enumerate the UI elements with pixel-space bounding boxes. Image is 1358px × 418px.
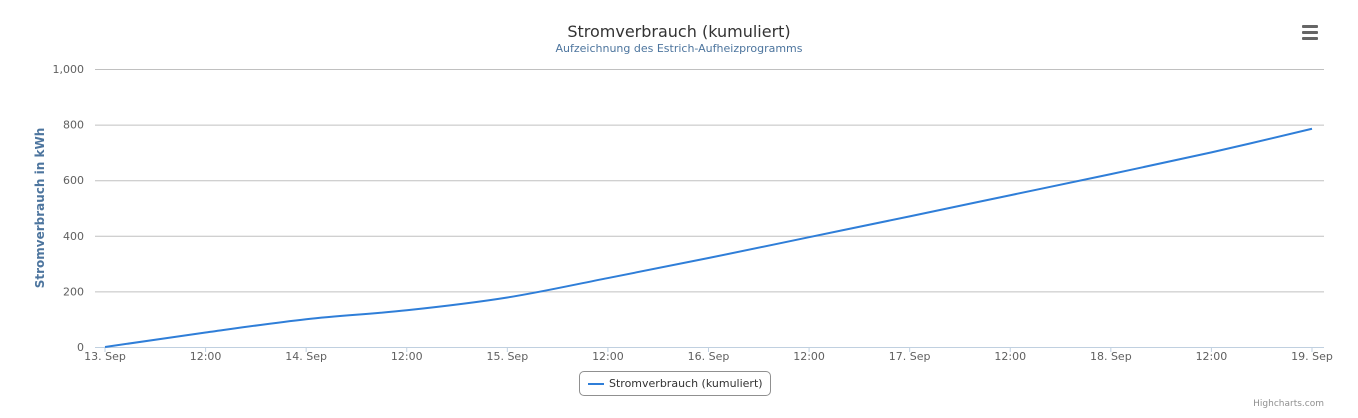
data-point[interactable] xyxy=(405,308,409,312)
x-tick-label: 12:00 xyxy=(793,350,825,363)
axes xyxy=(95,347,1324,352)
x-tick-label: 19. Sep xyxy=(1291,350,1333,363)
y-tick-label: 800 xyxy=(63,119,84,132)
series-layer xyxy=(103,127,1314,349)
data-point[interactable] xyxy=(505,296,509,300)
y-tick-label: 400 xyxy=(63,230,84,243)
series-line[interactable] xyxy=(104,127,1313,348)
data-point[interactable] xyxy=(1008,193,1012,197)
data-point[interactable] xyxy=(1109,172,1113,176)
x-tick-label: 12:00 xyxy=(592,350,624,363)
x-tick-label: 12:00 xyxy=(391,350,423,363)
data-point[interactable] xyxy=(103,345,107,349)
y-axis-label: Stromverbrauch in kWh xyxy=(33,128,47,289)
y-tick-label: 1,000 xyxy=(53,63,85,76)
data-point[interactable] xyxy=(908,214,912,218)
hamburger-menu-icon[interactable] xyxy=(1298,22,1322,44)
x-tick-label: 18. Sep xyxy=(1090,350,1132,363)
data-point[interactable] xyxy=(707,256,711,260)
x-tick-label: 15. Sep xyxy=(486,350,528,363)
data-point[interactable] xyxy=(304,317,308,321)
x-tick-label: 16. Sep xyxy=(688,350,730,363)
x-tick-label: 12:00 xyxy=(190,350,222,363)
y-tick-label: 600 xyxy=(63,174,84,187)
x-tick-label: 14. Sep xyxy=(285,350,327,363)
grid-lines xyxy=(95,69,1324,348)
legend-label: Stromverbrauch (kumuliert) xyxy=(609,377,763,390)
legend-line-symbol xyxy=(588,382,604,385)
legend-item[interactable]: Stromverbrauch (kumuliert) xyxy=(579,371,771,396)
x-tick-label: 17. Sep xyxy=(889,350,931,363)
data-point[interactable] xyxy=(1209,150,1213,154)
data-point[interactable] xyxy=(807,235,811,239)
y-tick-label: 0 xyxy=(77,341,84,354)
y-tick-label: 200 xyxy=(63,285,84,298)
data-point[interactable] xyxy=(1310,127,1314,131)
x-tick-label: 12:00 xyxy=(1196,350,1228,363)
x-tick-label: 13. Sep xyxy=(84,350,126,363)
chart-subtitle: Aufzeichnung des Estrich-Aufheizprogramm… xyxy=(555,42,803,55)
chart-title: Stromverbrauch (kumuliert) xyxy=(567,22,791,41)
tick-labels: 0 200 400 600 800 1,000 13. Sep 12:00 14. Sep 12:… xyxy=(53,63,1333,363)
x-tick-label: 12:00 xyxy=(994,350,1026,363)
data-point[interactable] xyxy=(606,276,610,280)
credits-link[interactable]: Highcharts.com xyxy=(1253,399,1324,409)
data-point[interactable] xyxy=(204,331,208,335)
